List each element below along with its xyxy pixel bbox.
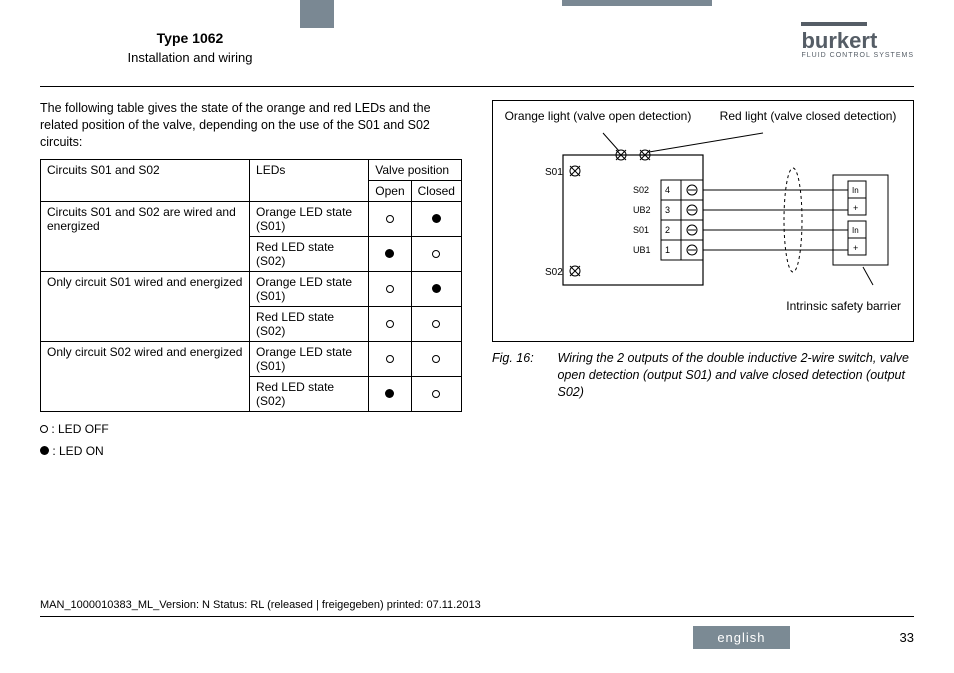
- term-s01: S01: [633, 225, 649, 235]
- td-state: [369, 271, 411, 306]
- led-off-icon: [386, 320, 394, 328]
- td-state: [411, 376, 461, 411]
- td-state: [411, 341, 461, 376]
- th-circuits: Circuits S01 and S02: [41, 159, 250, 201]
- led-off-icon: [386, 355, 394, 363]
- term-ub2: UB2: [633, 205, 651, 215]
- td-led: Red LED state (S02): [250, 236, 369, 271]
- td-led: Orange LED state (S01): [250, 201, 369, 236]
- subtitle: Installation and wiring: [40, 50, 340, 65]
- footer-meta: MAN_1000010383_ML_Version: N Status: RL …: [40, 599, 481, 611]
- figure-number: Fig. 16:: [492, 350, 554, 367]
- led-on-icon: [385, 389, 394, 398]
- svg-text:3: 3: [665, 205, 670, 215]
- led-off-icon: [432, 250, 440, 258]
- td-group: Only circuit S02 wired and energized: [41, 341, 250, 411]
- td-led: Red LED state (S02): [250, 306, 369, 341]
- content-area: The following table gives the state of t…: [40, 100, 914, 466]
- wiring-diagram: Orange light (valve open detection) Red …: [492, 100, 914, 342]
- led-on-icon: [385, 249, 394, 258]
- left-column: The following table gives the state of t…: [40, 100, 462, 466]
- logo-text: burkert: [801, 28, 877, 53]
- td-state: [411, 236, 461, 271]
- intro-text: The following table gives the state of t…: [40, 100, 462, 151]
- figure-caption: Fig. 16: Wiring the 2 outputs of the dou…: [492, 350, 914, 401]
- legend-off: : LED OFF: [51, 422, 108, 436]
- led-off-icon: [432, 355, 440, 363]
- led-off-icon: [386, 285, 394, 293]
- td-led: Red LED state (S02): [250, 376, 369, 411]
- th-leds: LEDs: [250, 159, 369, 201]
- footer-rule: [40, 616, 914, 617]
- language-badge: english: [693, 626, 789, 649]
- th-valve-position: Valve position: [369, 159, 462, 180]
- figure-text: Wiring the 2 outputs of the double induc…: [557, 350, 913, 401]
- td-state: [369, 341, 411, 376]
- td-state: [411, 201, 461, 236]
- td-led: Orange LED state (S01): [250, 341, 369, 376]
- wiring-svg: S01 S02 S02 UB2 S01 UB1: [503, 125, 903, 305]
- red-light-label: Red light (valve closed detection): [711, 109, 905, 123]
- led-on-icon: [432, 214, 441, 223]
- page-header: Type 1062 Installation and wiring burker…: [0, 0, 954, 86]
- svg-text:1: 1: [665, 245, 670, 255]
- th-open: Open: [369, 180, 411, 201]
- td-group: Circuits S01 and S02 are wired and energ…: [41, 201, 250, 271]
- led-on-icon: [432, 284, 441, 293]
- td-state: [369, 306, 411, 341]
- legend-on: : LED ON: [52, 444, 103, 458]
- td-group: Only circuit S01 wired and energized: [41, 271, 250, 341]
- type-title: Type 1062: [40, 30, 340, 46]
- td-led: Orange LED state (S01): [250, 271, 369, 306]
- legend: : LED OFF : LED ON: [40, 422, 462, 458]
- led-off-icon: [40, 425, 48, 433]
- svg-text:In: In: [852, 226, 859, 235]
- s02-label: S02: [545, 267, 563, 278]
- term-ub1: UB1: [633, 245, 651, 255]
- td-state: [411, 306, 461, 341]
- term-s02: S02: [633, 185, 649, 195]
- svg-text:2: 2: [665, 225, 670, 235]
- td-state: [411, 271, 461, 306]
- svg-text:In: In: [852, 186, 859, 195]
- page-footer: english 33: [40, 626, 914, 649]
- orange-light-label: Orange light (valve open detection): [501, 109, 695, 123]
- th-closed: Closed: [411, 180, 461, 201]
- led-state-table: Circuits S01 and S02 LEDs Valve position…: [40, 159, 462, 412]
- td-state: [369, 376, 411, 411]
- header-rule: [40, 86, 914, 87]
- brand-logo: burkert FLUID CONTROL SYSTEMS: [801, 28, 914, 59]
- page-number: 33: [900, 630, 914, 645]
- td-state: [369, 236, 411, 271]
- led-off-icon: [386, 215, 394, 223]
- td-state: [369, 201, 411, 236]
- led-off-icon: [432, 390, 440, 398]
- s01-label: S01: [545, 167, 563, 178]
- led-off-icon: [432, 320, 440, 328]
- svg-text:4: 4: [665, 185, 670, 195]
- svg-text:+: +: [853, 243, 858, 253]
- led-on-icon: [40, 446, 49, 455]
- right-column: Orange light (valve open detection) Red …: [492, 100, 914, 466]
- svg-text:+: +: [853, 203, 858, 213]
- barrier-label: Intrinsic safety barrier: [501, 299, 905, 313]
